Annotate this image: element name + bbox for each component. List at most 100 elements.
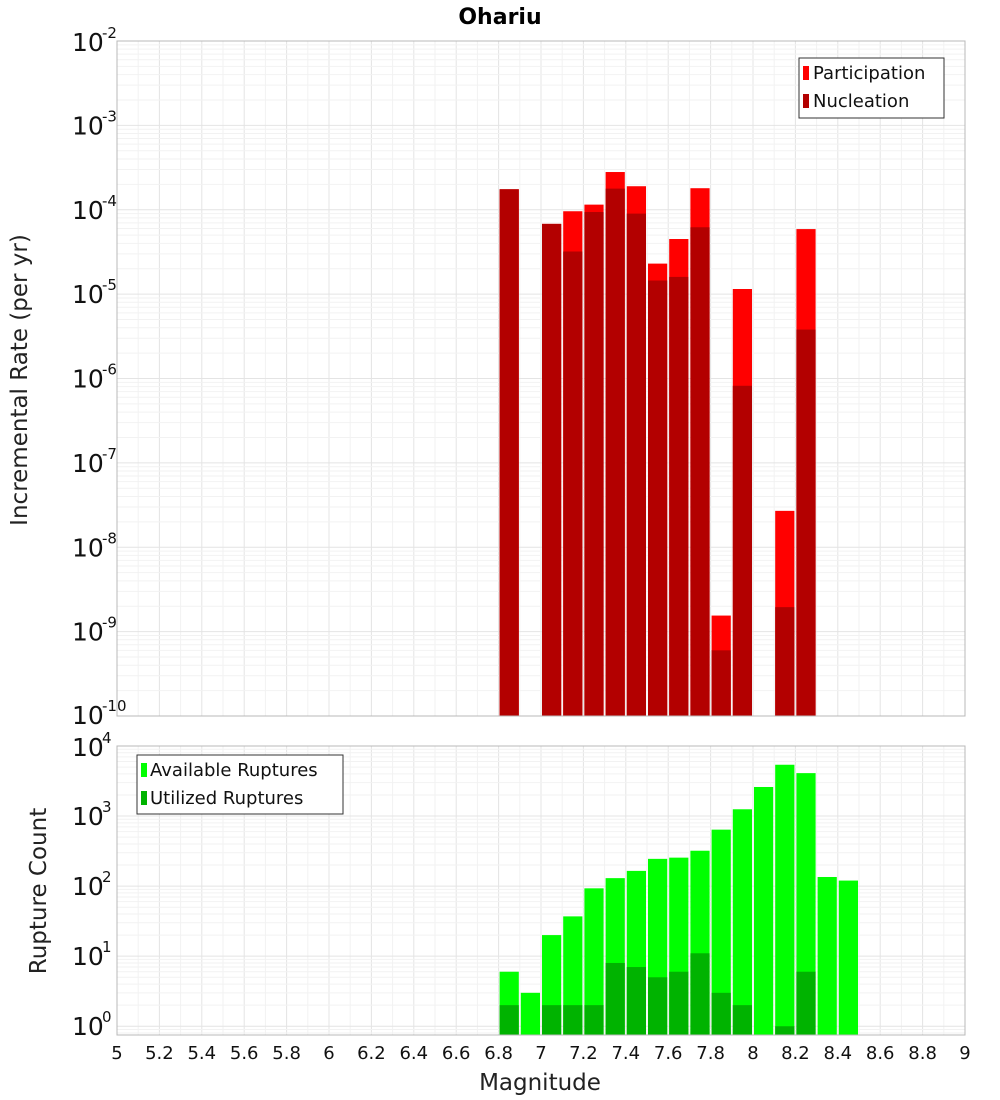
bar-utilized-ruptures xyxy=(626,967,646,1035)
x-tick-label: 8.8 xyxy=(908,1043,937,1064)
bar-available-ruptures xyxy=(817,876,837,1035)
y-tick-exponent: -8 xyxy=(102,529,117,547)
x-tick-label: 6 xyxy=(323,1043,334,1064)
y-tick-exponent: 3 xyxy=(102,798,112,816)
y-tick-exponent: -3 xyxy=(102,107,117,125)
y-tick-exponent: 1 xyxy=(102,938,112,956)
x-tick-label: 7.6 xyxy=(654,1043,683,1064)
y-tick-label: 10 xyxy=(72,618,104,647)
y-tick-label: 10 xyxy=(72,449,104,478)
y-tick-exponent: -4 xyxy=(102,192,117,210)
bar-available-ruptures xyxy=(732,809,752,1035)
bar-utilized-ruptures xyxy=(584,1005,604,1035)
bar-nucleation xyxy=(648,280,668,716)
bar-utilized-ruptures xyxy=(669,971,689,1035)
y-tick-exponent: 2 xyxy=(102,868,112,886)
y-tick-label: 10 xyxy=(72,733,104,762)
bar-available-ruptures xyxy=(584,888,604,1035)
bar-available-ruptures xyxy=(754,786,774,1035)
bar-nucleation xyxy=(669,276,689,716)
y-tick-exponent: -5 xyxy=(102,276,117,294)
y-tick-exponent: -2 xyxy=(102,24,117,42)
bar-utilized-ruptures xyxy=(648,977,668,1035)
bar-available-ruptures xyxy=(838,880,858,1035)
top-grid xyxy=(116,40,966,717)
bar-available-ruptures xyxy=(711,829,731,1035)
top-bars xyxy=(499,172,816,717)
y-tick-exponent: -7 xyxy=(102,445,117,463)
bar-available-ruptures xyxy=(796,773,816,1035)
bar-nucleation xyxy=(563,251,583,716)
bar-utilized-ruptures xyxy=(605,962,625,1035)
y-tick-label: 10 xyxy=(72,28,104,57)
bottom-y-axis-label: Rupture Count xyxy=(26,808,52,974)
bottom-plot-frame xyxy=(116,745,966,1036)
legend-swatch-participation xyxy=(803,66,809,80)
legend-label-available: Available Ruptures xyxy=(150,760,318,781)
legend-label-utilized: Utilized Ruptures xyxy=(150,788,303,809)
bar-nucleation xyxy=(626,213,646,717)
y-tick-exponent: 0 xyxy=(102,1008,112,1026)
top-legend: Participation Nucleation xyxy=(798,57,945,119)
bar-utilized-ruptures xyxy=(690,953,710,1035)
bar-available-ruptures xyxy=(520,992,540,1035)
x-tick-label: 8.6 xyxy=(866,1043,895,1064)
x-tick-label: 7.8 xyxy=(696,1043,725,1064)
y-tick-label: 10 xyxy=(72,111,104,140)
legend-swatch-available xyxy=(141,763,147,777)
y-tick-label: 10 xyxy=(72,802,104,831)
y-tick-label: 10 xyxy=(72,533,104,562)
y-tick-exponent: 4 xyxy=(102,729,112,747)
bar-utilized-ruptures xyxy=(732,1005,752,1035)
y-tick-label: 10 xyxy=(72,942,104,971)
x-tick-label: 7 xyxy=(535,1043,546,1064)
bottom-bars xyxy=(499,764,858,1035)
bar-nucleation xyxy=(605,188,625,716)
bar-utilized-ruptures xyxy=(796,971,816,1035)
bar-nucleation xyxy=(499,189,519,717)
x-tick-label: 5.8 xyxy=(272,1043,301,1064)
x-tick-label: 8 xyxy=(747,1043,758,1064)
x-tick-label: 8.2 xyxy=(781,1043,810,1064)
x-tick-label: 9 xyxy=(959,1043,970,1064)
y-tick-label: 10 xyxy=(72,701,104,730)
bar-utilized-ruptures xyxy=(499,1005,519,1035)
x-tick-label: 8.4 xyxy=(823,1043,852,1064)
x-tick-label: 5.6 xyxy=(230,1043,259,1064)
x-tick-label: 5.2 xyxy=(145,1043,174,1064)
bar-utilized-ruptures xyxy=(711,992,731,1035)
bar-nucleation xyxy=(732,385,752,716)
x-tick-label: 6.8 xyxy=(484,1043,513,1064)
legend-swatch-nucleation xyxy=(803,94,809,108)
x-tick-label: 5.4 xyxy=(187,1043,216,1064)
legend-label-participation: Participation xyxy=(813,63,925,84)
y-tick-label: 10 xyxy=(72,872,104,901)
bar-available-ruptures xyxy=(775,764,795,1035)
x-tick-label: 6.2 xyxy=(357,1043,386,1064)
x-tick-label: 6.4 xyxy=(399,1043,428,1064)
x-tick-label: 7.2 xyxy=(569,1043,598,1064)
x-tick-labels: 5 5.2 5.4 5.6 5.8 6 6.2 6.4 6.6 6.8 7 7.2 7.4 7.6 7.8 8… xyxy=(111,1043,970,1064)
x-tick-label: 6.6 xyxy=(442,1043,471,1064)
legend-label-nucleation: Nucleation xyxy=(813,91,909,112)
top-plot-frame xyxy=(116,40,966,717)
x-axis-label: Magnitude xyxy=(479,1070,601,1096)
y-tick-exponent: -6 xyxy=(102,361,117,379)
bar-nucleation xyxy=(584,212,604,716)
legend-swatch-utilized xyxy=(141,791,147,805)
bar-nucleation xyxy=(775,607,795,716)
y-tick-label: 10 xyxy=(72,365,104,394)
bar-nucleation xyxy=(690,227,710,716)
bar-nucleation xyxy=(796,329,816,716)
x-tick-label: 5 xyxy=(111,1043,122,1064)
bar-utilized-ruptures xyxy=(563,1005,583,1035)
bottom-legend: Available Ruptures Utilized Ruptures xyxy=(136,754,344,815)
y-tick-label: 10 xyxy=(72,280,104,309)
y-tick-exponent: -9 xyxy=(102,614,117,632)
y-tick-exponent: -10 xyxy=(102,697,127,715)
